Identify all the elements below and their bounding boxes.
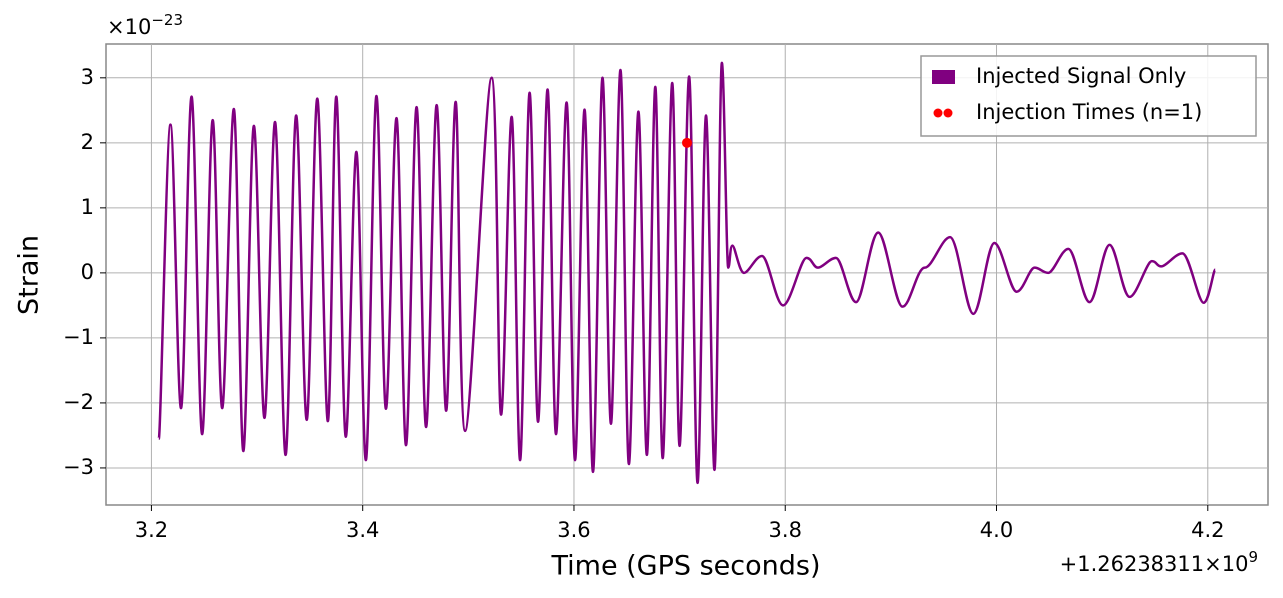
legend: Injected Signal Only Injection Times (n=1…: [920, 55, 1257, 137]
legend-box: [920, 55, 1257, 137]
y-offset-base: ×10: [107, 15, 151, 39]
x-offset: +1.26238311×109: [1060, 548, 1258, 577]
x-offset-base: +1.26238311×10: [1060, 552, 1249, 576]
x-tick-label: 3.6: [557, 518, 590, 542]
y-tick-label: 0: [81, 260, 94, 284]
legend-label: Injection Times (n=1): [976, 100, 1202, 124]
y-tick-label: −1: [63, 325, 94, 349]
y-tick-label: −2: [63, 390, 94, 414]
legend-swatch: [933, 108, 943, 118]
x-tick-label: 3.2: [135, 518, 168, 542]
x-tick-label: 3.8: [769, 518, 802, 542]
x-tick-label: 3.4: [346, 518, 379, 542]
y-offset-exponent: −23: [151, 11, 183, 29]
y-tick-label: 3: [81, 65, 94, 89]
injection-point: [682, 137, 692, 148]
y-axis-label: Strain: [14, 235, 45, 315]
legend-swatch: [943, 108, 953, 118]
y-offset: ×10−23: [107, 11, 183, 40]
y-tick-label: −3: [63, 455, 94, 479]
x-tick-label: 4.0: [980, 518, 1013, 542]
plot-frame: [105, 43, 1269, 506]
y-tick-label: 2: [81, 130, 94, 154]
y-tick-label: 1: [81, 195, 94, 219]
x-tick-label: 4.2: [1191, 518, 1224, 542]
signal-line: [157, 61, 1217, 485]
legend-swatch: [932, 70, 955, 84]
x-axis-label: Time (GPS seconds): [550, 551, 820, 582]
x-offset-exponent: 9: [1248, 548, 1258, 566]
legend-label: Injected Signal Only: [976, 64, 1186, 88]
